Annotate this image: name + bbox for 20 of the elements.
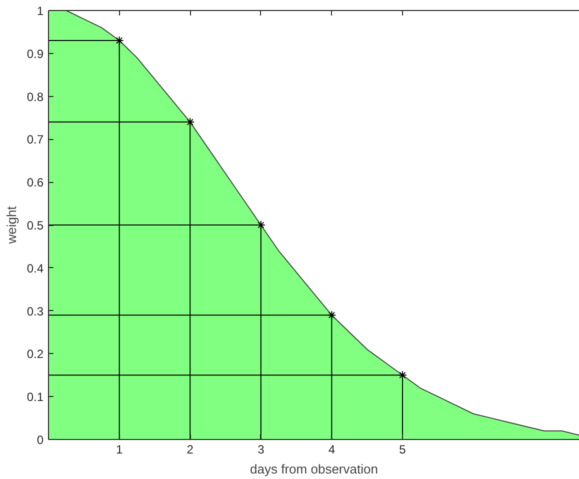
y-tick-label: 0.5 xyxy=(26,218,44,232)
y-tick-label: 1 xyxy=(36,4,44,18)
y-tick-label: 0.9 xyxy=(26,46,44,61)
y-tick-label: 0 xyxy=(36,433,44,447)
x-tick-label: 1 xyxy=(116,442,123,456)
y-tick-label: 0.1 xyxy=(26,390,44,404)
y-axis-title: weight xyxy=(4,206,19,245)
x-tick-label: 2 xyxy=(186,442,194,456)
x-tick-label: 3 xyxy=(258,442,265,456)
point xyxy=(327,310,336,320)
point xyxy=(186,118,195,127)
x-tick-label: 4 xyxy=(328,442,336,456)
y-tick-label: 0.2 xyxy=(26,347,44,362)
x-axis-title: days from observation xyxy=(250,462,378,476)
x-tick-label: 5 xyxy=(399,442,406,456)
y-tick-label: 0.8 xyxy=(26,90,44,104)
y-tick-label: 0.4 xyxy=(26,261,44,276)
y-tick-label: 0.3 xyxy=(26,304,44,318)
y-tick-label: 0.7 xyxy=(26,132,44,147)
y-tick-label: 0.6 xyxy=(26,176,44,190)
